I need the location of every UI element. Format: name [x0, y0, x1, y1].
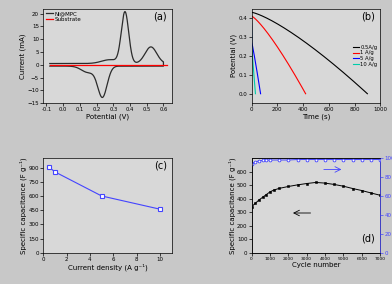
Legend: 0.5A/g, 1 A/g, 5 A/g, 10 A/g: 0.5A/g, 1 A/g, 5 A/g, 10 A/g: [352, 45, 377, 67]
10 A/g: [251, 69, 256, 72]
Ni@MPC: [78, 62, 82, 65]
10 A/g: [250, 53, 255, 57]
Text: (d): (d): [361, 233, 375, 243]
Ni@MPC: [47, 62, 52, 65]
Ni@MPC: [151, 64, 155, 68]
Ni@MPC: [123, 10, 127, 13]
1 A/g: [275, 45, 280, 49]
0.5A/g: [296, 36, 301, 39]
5 A/g: [258, 89, 263, 93]
10 A/g: [252, 72, 256, 76]
Text: (b): (b): [361, 11, 375, 21]
5 A/g: [249, 22, 254, 25]
1 A/g: [302, 90, 307, 93]
Line: 0.5A/g: 0.5A/g: [252, 12, 367, 94]
Ni@MPC: [124, 15, 129, 18]
10 A/g: [253, 92, 258, 95]
Line: 10 A/g: 10 A/g: [252, 26, 256, 94]
1 A/g: [303, 92, 308, 95]
Line: 1 A/g: 1 A/g: [252, 16, 306, 94]
Substrate: [158, 64, 163, 67]
Line: 5 A/g: 5 A/g: [252, 24, 261, 94]
10 A/g: [250, 55, 255, 58]
Substrate: [74, 64, 79, 67]
X-axis label: Potential (V): Potential (V): [86, 114, 129, 120]
Ni@MPC: [86, 62, 91, 65]
0.5A/g: [329, 60, 334, 64]
1 A/g: [294, 75, 298, 78]
Ni@MPC: [100, 96, 105, 99]
Line: Ni@MPC: Ni@MPC: [50, 12, 163, 97]
Substrate: [108, 64, 113, 67]
0.5A/g: [261, 15, 266, 18]
5 A/g: [250, 41, 254, 45]
Ni@MPC: [155, 64, 160, 68]
0.5A/g: [339, 70, 344, 73]
Substrate: [117, 64, 122, 67]
Substrate: [70, 64, 74, 67]
Ni@MPC: [146, 46, 151, 50]
Y-axis label: Specific capacitance (F g⁻¹): Specific capacitance (F g⁻¹): [20, 157, 27, 254]
10 A/g: [253, 89, 258, 93]
0.5A/g: [365, 92, 370, 95]
Legend: Ni@MPC, Substrate: Ni@MPC, Substrate: [46, 11, 81, 22]
X-axis label: Cycle number: Cycle number: [292, 262, 340, 268]
1 A/g: [281, 55, 286, 59]
0.5A/g: [341, 71, 346, 75]
X-axis label: Current density (A g⁻¹): Current density (A g⁻¹): [67, 263, 147, 271]
Substrate: [155, 64, 160, 67]
X-axis label: Time (s): Time (s): [302, 114, 330, 120]
5 A/g: [258, 92, 263, 95]
5 A/g: [252, 52, 256, 55]
0.5A/g: [249, 11, 254, 14]
1 A/g: [275, 45, 279, 48]
Substrate: [164, 64, 169, 67]
Y-axis label: Current (mA): Current (mA): [20, 33, 26, 79]
Y-axis label: Potential (V): Potential (V): [231, 34, 237, 78]
5 A/g: [251, 48, 256, 51]
10 A/g: [249, 25, 254, 28]
Ni@MPC: [47, 64, 52, 68]
0.5A/g: [300, 39, 305, 42]
Y-axis label: Specific capacitance (F g⁻¹): Specific capacitance (F g⁻¹): [228, 157, 236, 254]
5 A/g: [258, 87, 262, 91]
5 A/g: [250, 42, 254, 46]
Text: (c): (c): [154, 161, 167, 171]
1 A/g: [278, 51, 283, 54]
Text: (a): (a): [153, 11, 167, 21]
Substrate: [47, 64, 52, 67]
10 A/g: [253, 88, 258, 91]
1 A/g: [249, 14, 254, 18]
